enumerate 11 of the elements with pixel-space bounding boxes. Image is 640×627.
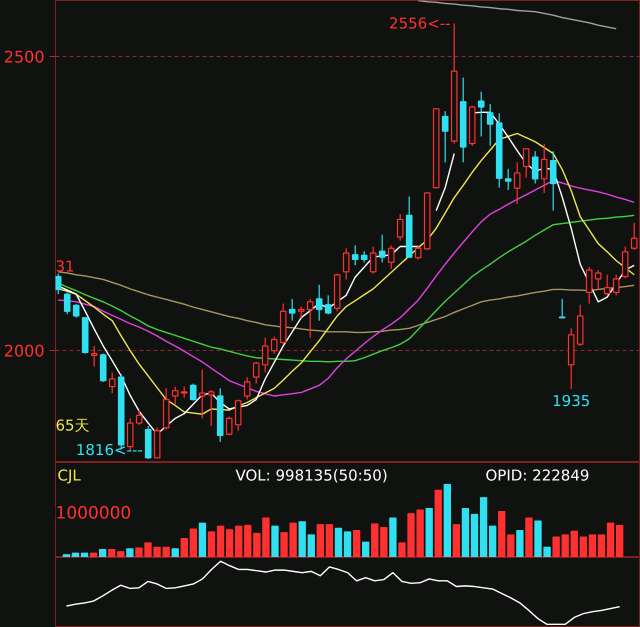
y-tick-label: 2000	[4, 342, 44, 361]
annotation: OPID: 222849	[486, 466, 590, 484]
annotation: VOL: 998135(50:50)	[236, 466, 388, 484]
chart-title: CJL	[58, 466, 82, 484]
annotation: 65天	[56, 416, 90, 435]
annotation: 1000000	[56, 504, 132, 524]
annotation: 1816<---	[76, 440, 143, 459]
y-tick-label: 2500	[4, 47, 44, 66]
annotation: 1935	[552, 392, 590, 410]
annotation: 2556<--	[389, 14, 451, 32]
annotation: 31	[56, 258, 75, 276]
